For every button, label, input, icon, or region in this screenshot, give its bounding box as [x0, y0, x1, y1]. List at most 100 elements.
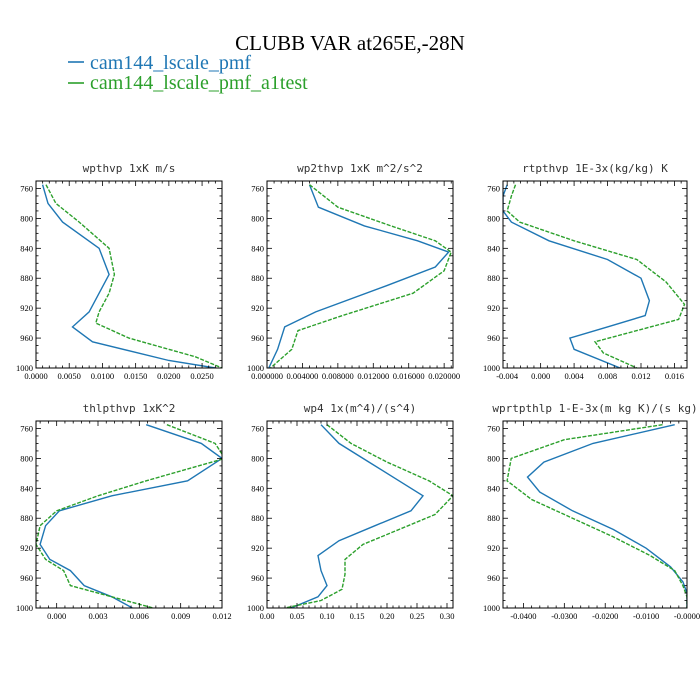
x-tick-label: 0.15	[350, 611, 365, 621]
y-tick-label: 880	[487, 273, 500, 283]
series-line-2	[270, 184, 453, 368]
plot-frame	[502, 180, 688, 369]
panels: wpthvp 1xK m/s76080084088092096010000.00…	[16, 162, 700, 621]
x-tick-label: 0.000000	[251, 371, 283, 381]
y-tick-label: 840	[20, 243, 33, 253]
panel-3: rtpthvp 1E-3x(kg/kg) K 760 800 840 880 920 960…	[483, 162, 688, 381]
y-tick-label: 800	[20, 453, 33, 463]
x-tick-label: -0.0000	[674, 611, 700, 621]
y-tick-label: 1000	[247, 363, 264, 373]
y-tick-label: 800	[251, 213, 264, 223]
y-tick-label: 960	[20, 333, 33, 343]
panel-title: rtpthvp 1E-3x(kg/kg) K	[522, 162, 668, 175]
y-tick-label: 800	[487, 453, 500, 463]
x-tick-label: 0.20	[380, 611, 395, 621]
panel-6: wprtpthlp 1-E-3x(m kg K)/(s kg) 760 800 840…	[483, 402, 700, 621]
y-tick-label: 800	[487, 213, 500, 223]
x-tick-label: 0.012	[631, 371, 650, 381]
figure-title: CLUBB VAR at265E,-28N	[235, 31, 465, 55]
x-tick-label: 0.004000	[286, 371, 318, 381]
x-tick-label: -0.0200	[592, 611, 618, 621]
y-tick-label: 920	[20, 543, 33, 553]
panel-5: wp4 1x(m^4)/(s^4)76080084088092096010000…	[247, 402, 454, 621]
y-tick-label: 840	[487, 483, 500, 493]
y-tick-label: 920	[20, 303, 33, 313]
x-tick-label: 0.003	[88, 611, 107, 621]
plot-frame	[266, 180, 454, 369]
x-tick-label: 0.0250	[190, 371, 213, 381]
y-tick-label: 960	[251, 573, 264, 583]
panel-4: thlpthvp 1xK^2 760 800 840 880 920 960 1000 0.00…	[16, 402, 232, 621]
y-tick-label: 920	[487, 303, 500, 313]
y-tick-label: 960	[20, 573, 33, 583]
x-tick-label: 0.008	[598, 371, 617, 381]
series-line-1	[290, 424, 425, 608]
legend: cam144_lscale_pmf cam144_lscale_pmf_a1te…	[68, 52, 308, 94]
x-tick-label: 0.016	[665, 371, 684, 381]
y-tick-label: 1000	[483, 363, 500, 373]
legend-label-1: cam144_lscale_pmf	[90, 52, 251, 74]
y-tick-label: 800	[251, 453, 264, 463]
x-tick-label: 0.0050	[58, 371, 81, 381]
panel-1: wpthvp 1xK m/s76080084088092096010000.00…	[16, 162, 223, 381]
x-tick-label: 0.25	[410, 611, 425, 621]
y-tick-label: 760	[251, 183, 264, 193]
y-tick-label: 920	[487, 543, 500, 553]
y-tick-label: 920	[251, 303, 264, 313]
x-tick-label: 0.000	[531, 371, 550, 381]
x-tick-label: 0.006	[130, 611, 149, 621]
series-line-2	[506, 184, 686, 368]
y-tick-label: 840	[20, 483, 33, 493]
x-tick-label: -0.0400	[510, 611, 536, 621]
series-line-2	[36, 424, 222, 608]
y-tick-label: 880	[487, 513, 500, 523]
panel-2: wp2thvp 1xK m^2/s^2 760 800 840 880 920 960 100…	[247, 162, 460, 381]
x-tick-label: 0.016000	[393, 371, 425, 381]
y-tick-label: 840	[487, 243, 500, 253]
x-tick-label: 0.004	[565, 371, 585, 381]
y-tick-label: 760	[487, 183, 500, 193]
series-line-1	[268, 184, 450, 368]
y-tick-label: 960	[251, 333, 264, 343]
x-tick-label: 0.30	[440, 611, 455, 621]
x-tick-label: 0.0150	[124, 371, 147, 381]
panel-title: wpthvp 1xK m/s	[83, 162, 176, 175]
x-tick-label: 0.012000	[357, 371, 389, 381]
y-tick-label: 880	[251, 513, 264, 523]
y-tick-label: 920	[251, 543, 264, 553]
plot-frame	[266, 420, 454, 609]
y-tick-label: 880	[20, 513, 33, 523]
panel-title: wp2thvp 1xK m^2/s^2	[297, 162, 423, 175]
series-line-2	[284, 424, 453, 608]
y-tick-label: 880	[251, 273, 264, 283]
x-tick-label: 0.0200	[157, 371, 180, 381]
x-tick-label: -0.0100	[633, 611, 659, 621]
y-tick-label: 1000	[483, 603, 500, 613]
x-tick-label: 0.008000	[322, 371, 354, 381]
y-tick-label: 1000	[16, 603, 33, 613]
series-line-2	[45, 184, 222, 368]
x-tick-label: 0.000	[47, 611, 66, 621]
y-tick-label: 960	[487, 333, 500, 343]
x-tick-label: 0.0000	[24, 371, 47, 381]
x-tick-label: -0.004	[496, 371, 519, 381]
x-tick-label: 0.00	[260, 611, 275, 621]
y-tick-label: 1000	[247, 603, 264, 613]
x-tick-label: -0.0300	[551, 611, 577, 621]
x-tick-label: 0.012	[212, 611, 231, 621]
y-tick-label: 760	[251, 423, 264, 433]
panel-title: wp4 1x(m^4)/(s^4)	[304, 402, 417, 415]
plot-frame	[35, 420, 223, 609]
x-tick-label: 0.009	[171, 611, 190, 621]
y-tick-label: 1000	[16, 363, 33, 373]
x-tick-label: 0.05	[290, 611, 305, 621]
x-tick-label: 0.10	[320, 611, 335, 621]
y-tick-label: 880	[20, 273, 33, 283]
x-tick-label: 0.020000	[428, 371, 460, 381]
y-tick-label: 760	[20, 183, 33, 193]
panel-title: thlpthvp 1xK^2	[83, 402, 176, 415]
y-tick-label: 840	[251, 483, 264, 493]
y-tick-label: 840	[251, 243, 264, 253]
y-tick-label: 960	[487, 573, 500, 583]
